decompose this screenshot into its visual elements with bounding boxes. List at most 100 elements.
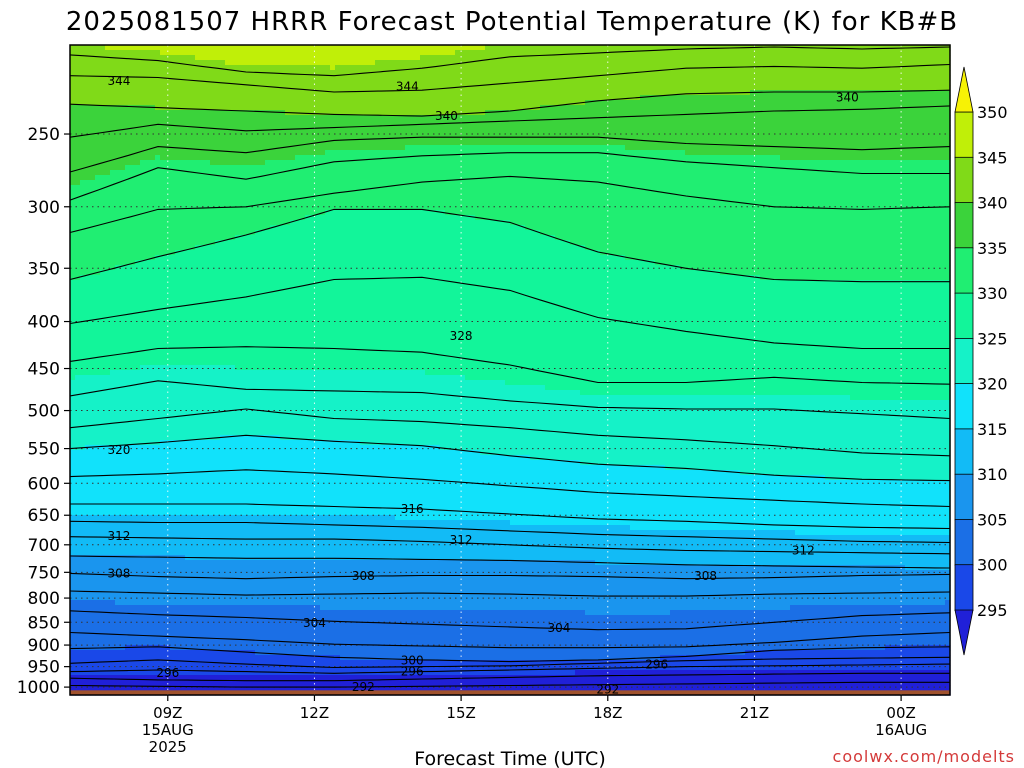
field-cell [125, 165, 131, 171]
field-cell [200, 430, 206, 436]
field-cell [160, 605, 166, 611]
field-cell [170, 400, 176, 406]
field-cell [140, 210, 146, 216]
field-cell [125, 685, 131, 691]
field-cell [105, 355, 111, 361]
field-cell [240, 465, 246, 471]
field-cell [220, 115, 226, 121]
field-cell [90, 150, 96, 156]
field-cell [250, 665, 256, 671]
field-cell [190, 530, 196, 536]
field-cell [180, 135, 186, 141]
field-cell [240, 255, 246, 261]
field-cell [180, 620, 186, 626]
field-cell [195, 75, 201, 81]
field-cell [80, 395, 86, 401]
field-cell [85, 150, 91, 156]
field-cell [180, 545, 186, 551]
field-cell [185, 290, 191, 296]
field-cell [140, 395, 146, 401]
field-cell [145, 365, 151, 371]
field-cell [220, 540, 226, 546]
field-cell [100, 180, 106, 186]
field-cell [240, 135, 246, 141]
field-cell [155, 490, 161, 496]
field-cell [235, 290, 241, 296]
field-cell [205, 680, 211, 686]
field-cell [225, 265, 231, 271]
field-cell [170, 640, 176, 646]
field-cell [100, 510, 106, 516]
field-cell [255, 110, 261, 116]
field-cell [110, 545, 116, 551]
field-cell [220, 250, 226, 256]
field-cell [95, 145, 101, 151]
field-cell [255, 450, 261, 456]
field-cell [140, 215, 146, 221]
field-cell [215, 400, 221, 406]
field-cell [75, 480, 81, 486]
field-cell [235, 45, 241, 51]
field-cell [230, 205, 236, 211]
field-cell [100, 235, 106, 241]
field-cell [80, 275, 86, 281]
field-cell [250, 320, 256, 326]
field-cell [220, 440, 226, 446]
field-cell [215, 665, 221, 671]
field-cell [90, 665, 96, 671]
field-cell [155, 600, 161, 606]
field-cell [235, 230, 241, 236]
field-cell [160, 395, 166, 401]
field-cell [230, 285, 236, 291]
field-cell [255, 165, 261, 171]
field-cell [245, 575, 251, 581]
field-cell [175, 435, 181, 441]
field-cell [205, 55, 211, 61]
field-cell [95, 195, 101, 201]
field-cell [105, 325, 111, 331]
field-cell [235, 205, 241, 211]
field-cell [235, 585, 241, 591]
field-cell [145, 400, 151, 406]
field-cell [100, 170, 106, 176]
field-cell [175, 630, 181, 636]
field-cell [220, 75, 226, 81]
field-cell [150, 120, 156, 126]
field-cell [185, 675, 191, 681]
field-cell [175, 170, 181, 176]
field-cell [70, 220, 76, 226]
field-cell [185, 285, 191, 291]
field-cell [250, 535, 256, 541]
field-cell [95, 530, 101, 536]
field-cell [230, 245, 236, 251]
field-cell [135, 245, 141, 251]
field-cell [190, 325, 196, 331]
field-cell [175, 575, 181, 581]
field-cell [90, 635, 96, 641]
field-cell [100, 375, 106, 381]
field-cell [155, 410, 161, 416]
field-cell [195, 240, 201, 246]
field-cell [95, 655, 101, 661]
field-cell [155, 510, 161, 516]
field-cell [100, 150, 106, 156]
field-cell [210, 455, 216, 461]
field-cell [200, 585, 206, 591]
field-cell [130, 245, 136, 251]
field-cell [240, 480, 246, 486]
field-cell [255, 155, 261, 161]
field-cell [235, 195, 241, 201]
field-cell [155, 140, 161, 146]
field-cell [125, 430, 131, 436]
field-cell [175, 395, 181, 401]
field-cell [100, 230, 106, 236]
field-cell [240, 160, 246, 166]
field-cell [135, 605, 141, 611]
field-cell [190, 395, 196, 401]
field-cell [95, 230, 101, 236]
field-cell [160, 260, 166, 266]
field-cell [95, 385, 101, 391]
field-cell [115, 670, 121, 676]
field-cell [235, 155, 241, 161]
field-cell [235, 70, 241, 76]
